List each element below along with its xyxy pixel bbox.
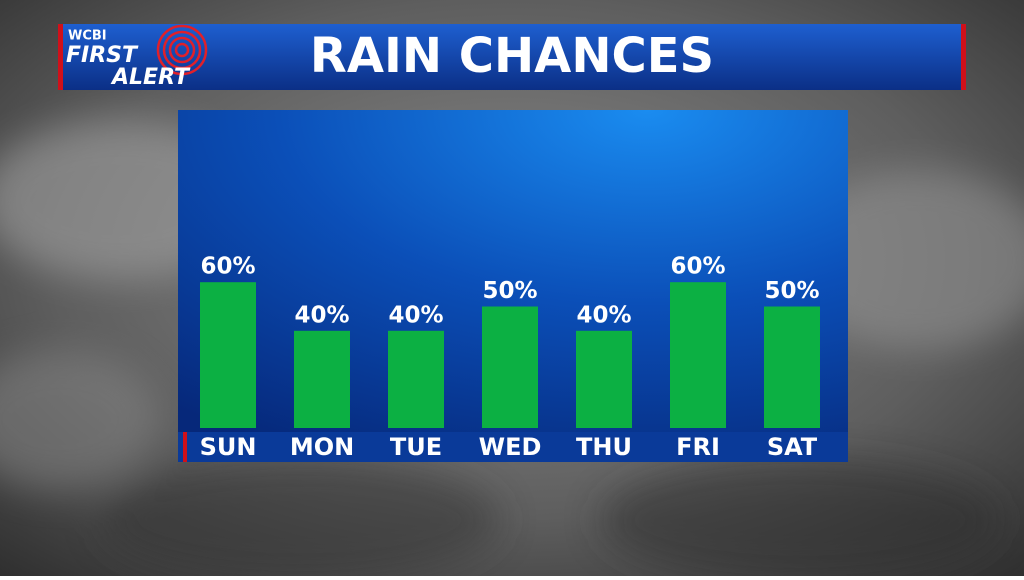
banner-edge xyxy=(58,24,63,90)
category-label: MON xyxy=(290,433,354,461)
bar xyxy=(200,282,256,428)
value-label: 60% xyxy=(200,254,255,280)
category-label: WED xyxy=(479,433,542,461)
banner-edge xyxy=(961,24,966,90)
logo-station: WCBI xyxy=(68,29,107,44)
value-label: 40% xyxy=(576,302,631,328)
value-label: 40% xyxy=(388,302,443,328)
bar xyxy=(482,306,538,428)
value-label: 50% xyxy=(764,278,819,304)
label-strip xyxy=(178,432,848,462)
strip-marker xyxy=(183,432,187,462)
logo-line: FIRST xyxy=(66,43,139,68)
bar xyxy=(670,282,726,428)
category-label: SAT xyxy=(767,433,818,461)
bar xyxy=(294,330,350,428)
header-banner xyxy=(58,24,966,90)
category-label: FRI xyxy=(676,433,720,461)
bar xyxy=(764,306,820,428)
category-label: SUN xyxy=(200,433,257,461)
logo-line: ALERT xyxy=(110,65,191,90)
bar xyxy=(576,330,632,428)
value-label: 50% xyxy=(482,278,537,304)
category-label: TUE xyxy=(390,433,442,461)
logo-radar xyxy=(156,24,208,76)
value-label: 40% xyxy=(294,302,349,328)
bar xyxy=(388,330,444,428)
chart-title: RAIN CHANCES xyxy=(310,28,714,84)
category-label: THU xyxy=(576,433,632,461)
value-label: 60% xyxy=(670,254,725,280)
